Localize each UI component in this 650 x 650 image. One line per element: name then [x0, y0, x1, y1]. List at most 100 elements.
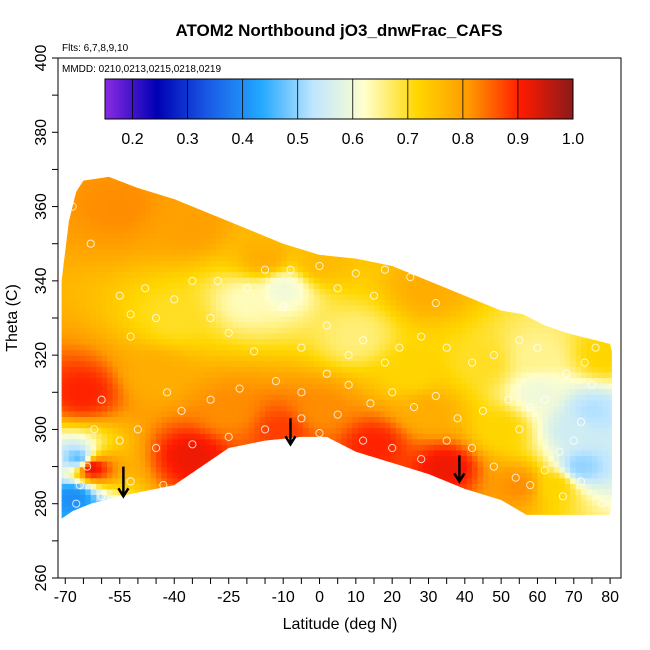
heat-cell	[270, 266, 277, 273]
heat-cell	[96, 388, 103, 395]
heat-cell	[412, 405, 419, 412]
heat-cell	[341, 176, 348, 178]
heat-cell	[439, 366, 446, 373]
heat-cell	[335, 461, 342, 468]
heat-cell	[145, 366, 152, 373]
heat-cell	[357, 299, 364, 306]
heat-cell	[303, 516, 310, 519]
heat-cell	[292, 466, 299, 473]
heat-cell	[265, 282, 272, 289]
heat-cell	[444, 444, 451, 451]
heat-cell	[112, 238, 119, 245]
heat-cell	[379, 249, 386, 256]
heat-cell	[194, 282, 201, 289]
heat-cell	[188, 199, 195, 206]
heat-cell	[297, 176, 304, 184]
heat-cell	[433, 176, 440, 184]
heat-cell	[461, 371, 468, 379]
heat-cell	[439, 422, 446, 429]
heat-cell	[112, 310, 119, 317]
heat-cell	[363, 416, 370, 423]
heat-cell	[232, 427, 239, 434]
heat-cell	[265, 422, 272, 429]
heat-cell	[314, 377, 321, 384]
heat-cell	[128, 355, 135, 362]
heat-cell	[423, 344, 430, 351]
heat-cell	[237, 182, 244, 189]
heat-cell	[455, 410, 462, 418]
heat-cell	[101, 488, 108, 496]
heat-cell	[226, 516, 233, 519]
heat-cell	[74, 349, 81, 356]
heat-cell	[417, 449, 424, 457]
heat-cell	[292, 405, 299, 412]
heat-cell	[347, 166, 353, 172]
heat-cell	[177, 394, 184, 401]
heat-cell	[292, 444, 299, 451]
heat-cell	[226, 483, 233, 490]
heat-cell	[101, 360, 108, 367]
heat-cell	[439, 193, 446, 200]
heat-cell	[406, 466, 413, 473]
heat-cell	[237, 288, 244, 295]
heat-cell	[265, 455, 272, 462]
heat-cell	[379, 371, 386, 379]
heat-cell	[303, 327, 310, 334]
heat-cell	[145, 466, 152, 473]
heat-cell	[79, 266, 86, 273]
heat-cell	[199, 232, 206, 239]
heat-cell	[221, 422, 228, 429]
heat-cell	[417, 444, 424, 451]
heat-cell	[384, 299, 391, 306]
heat-cell	[450, 516, 457, 519]
heat-cell	[352, 166, 358, 172]
heat-cell	[96, 310, 103, 317]
heat-cell	[80, 166, 86, 172]
heat-cell	[335, 316, 342, 323]
heat-cell	[101, 227, 108, 234]
heat-cell	[390, 522, 396, 528]
heat-cell	[189, 160, 195, 166]
heat-cell	[439, 461, 446, 468]
heat-cell	[96, 455, 103, 462]
heat-cell	[390, 461, 397, 468]
heat-cell	[150, 377, 157, 384]
heat-cell	[107, 388, 114, 395]
heat-cell	[117, 377, 124, 384]
heat-cell	[390, 166, 396, 172]
heat-cell	[314, 494, 321, 501]
heat-cell	[395, 199, 402, 206]
heat-cell	[395, 215, 402, 223]
heat-cell	[384, 316, 391, 323]
heat-cell	[395, 266, 402, 273]
heat-cell	[226, 327, 233, 334]
heat-cell	[406, 176, 413, 178]
heat-cell	[346, 399, 353, 406]
heat-cell	[226, 210, 233, 217]
heat-cell	[412, 422, 419, 429]
heat-cell	[270, 433, 277, 440]
heat-cell	[112, 160, 118, 166]
heat-cell	[417, 249, 424, 256]
heat-cell	[341, 293, 348, 301]
heat-cell	[194, 182, 201, 189]
heat-cell	[423, 271, 430, 278]
heat-cell	[205, 332, 212, 340]
heat-cell	[107, 293, 114, 301]
heat-cell	[434, 166, 440, 172]
heat-cell	[286, 249, 293, 256]
heat-cell	[216, 249, 223, 256]
heat-cell	[384, 321, 391, 328]
heat-cell	[298, 522, 304, 528]
heat-cell	[63, 455, 70, 462]
heat-cell	[439, 522, 445, 528]
heat-cell	[352, 472, 359, 479]
heat-cell	[248, 332, 255, 340]
heat-cell	[172, 254, 179, 262]
heat-cell	[107, 444, 114, 451]
heat-cell	[450, 483, 457, 490]
heat-cell	[450, 422, 457, 429]
heat-cell	[341, 238, 348, 245]
heat-cell	[117, 483, 124, 490]
heat-cell	[401, 516, 408, 519]
